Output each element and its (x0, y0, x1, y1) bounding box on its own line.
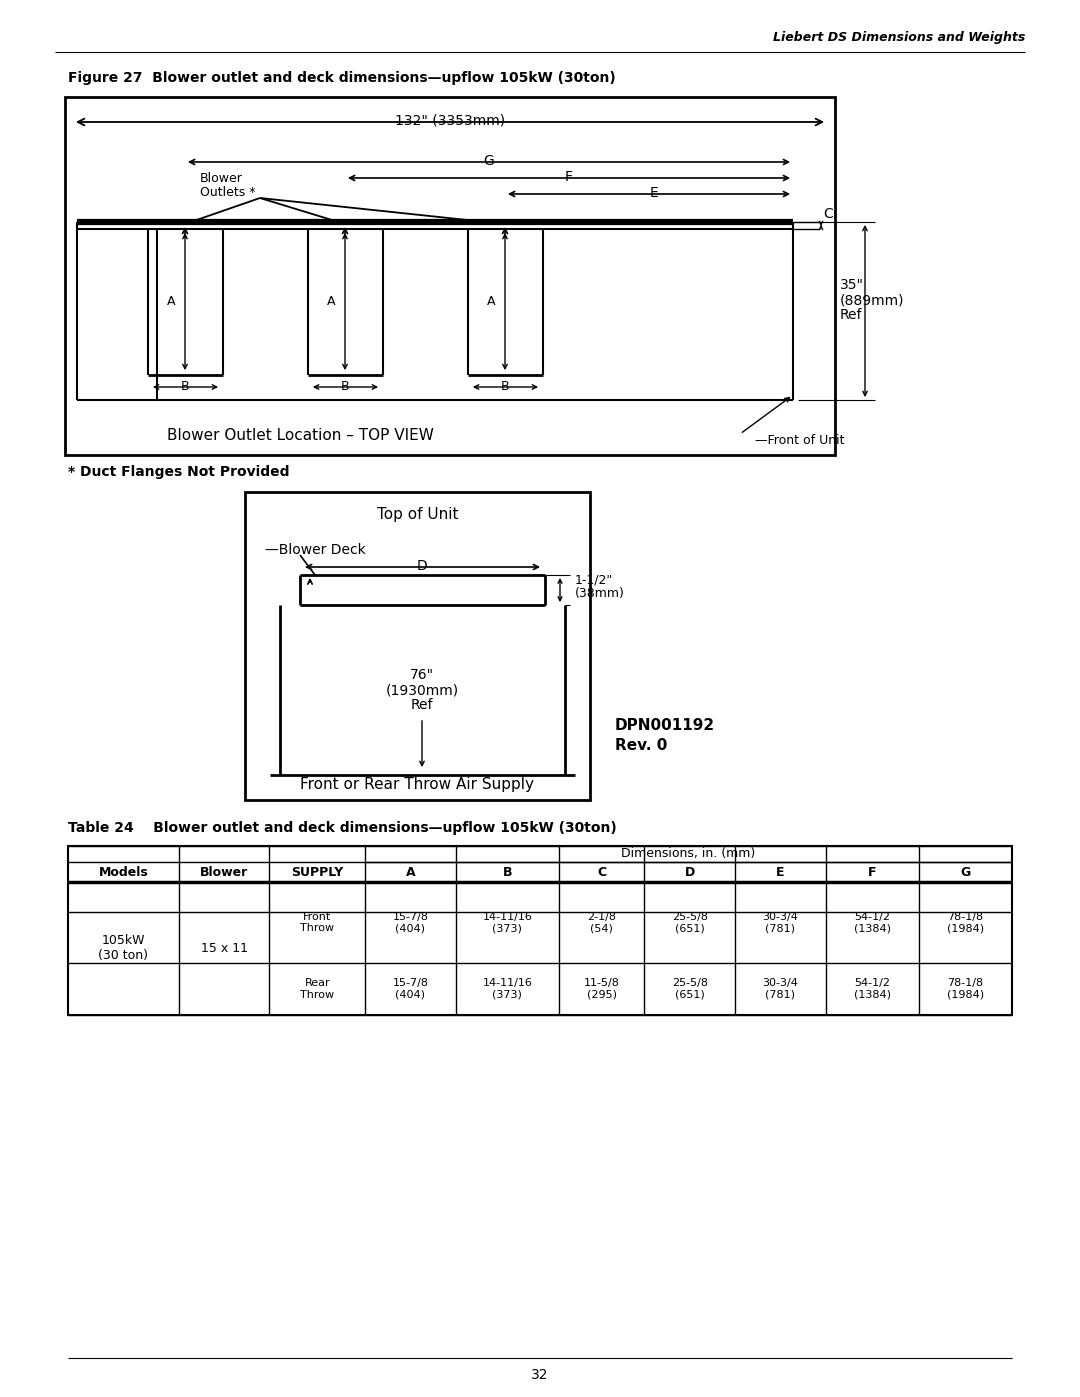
Text: 15-7/8
(404): 15-7/8 (404) (392, 912, 429, 933)
Text: 15-7/8
(404): 15-7/8 (404) (392, 978, 429, 1000)
Text: (1930mm): (1930mm) (386, 683, 459, 697)
Text: 14-11/16
(373): 14-11/16 (373) (483, 978, 532, 1000)
Text: 30-3/4
(781): 30-3/4 (781) (762, 978, 798, 1000)
Text: D: D (685, 866, 694, 879)
Text: (889mm): (889mm) (840, 293, 905, 307)
Text: 1-1/2": 1-1/2" (575, 574, 613, 587)
Bar (68, 847, 1012, 1016)
Text: G: G (484, 154, 495, 168)
Text: 25-5/8
(651): 25-5/8 (651) (672, 978, 707, 1000)
Text: Table 24    Blower outlet and deck dimensions—upflow 105kW (30ton): Table 24 Blower outlet and deck dimensio… (68, 821, 617, 835)
Text: C: C (597, 866, 606, 879)
Text: (38mm): (38mm) (575, 587, 625, 599)
Text: B: B (180, 380, 189, 394)
Text: —Blower Deck: —Blower Deck (265, 543, 366, 557)
Text: 54-1/2
(1384): 54-1/2 (1384) (854, 978, 891, 1000)
Text: B: B (502, 866, 512, 879)
Text: 2-1/8
(54): 2-1/8 (54) (588, 912, 617, 933)
Text: Models: Models (98, 866, 148, 879)
Text: B: B (501, 380, 510, 394)
Text: B: B (340, 380, 349, 394)
Text: 15 x 11: 15 x 11 (201, 942, 247, 956)
Bar (65, 96, 835, 455)
Text: A: A (406, 866, 415, 879)
Text: Figure 27  Blower outlet and deck dimensions—upflow 105kW (30ton): Figure 27 Blower outlet and deck dimensi… (68, 71, 616, 85)
Text: * Duct Flanges Not Provided: * Duct Flanges Not Provided (68, 465, 289, 479)
Text: Dimensions, in. (mm): Dimensions, in. (mm) (621, 848, 756, 861)
Text: Rear
Throw: Rear Throw (300, 978, 335, 1000)
Text: Liebert DS Dimensions and Weights: Liebert DS Dimensions and Weights (772, 32, 1025, 45)
Text: 14-11/16
(373): 14-11/16 (373) (483, 912, 532, 933)
Text: Blower: Blower (200, 866, 248, 879)
Text: A: A (166, 295, 175, 307)
Text: 105kW
(30 ton): 105kW (30 ton) (98, 935, 148, 963)
Text: 25-5/8
(651): 25-5/8 (651) (672, 912, 707, 933)
Text: 78-1/8
(1984): 78-1/8 (1984) (947, 912, 984, 933)
Text: 76": 76" (410, 668, 434, 682)
Text: 54-1/2
(1384): 54-1/2 (1384) (854, 912, 891, 933)
Bar (245, 492, 590, 800)
Text: —Front of Unit: —Front of Unit (755, 433, 845, 447)
Text: C: C (823, 207, 833, 221)
Text: A: A (487, 295, 496, 307)
Text: Ref: Ref (410, 698, 433, 712)
Text: Front or Rear Throw Air Supply: Front or Rear Throw Air Supply (300, 778, 535, 792)
Text: Blower Outlet Location – TOP VIEW: Blower Outlet Location – TOP VIEW (166, 427, 433, 443)
Text: 32: 32 (531, 1368, 549, 1382)
Text: 132" (3353mm): 132" (3353mm) (395, 115, 505, 129)
Text: E: E (650, 186, 659, 200)
Text: F: F (868, 866, 877, 879)
Text: Top of Unit: Top of Unit (377, 507, 458, 522)
Text: D: D (417, 559, 428, 573)
Text: Front
Throw: Front Throw (300, 912, 335, 933)
Text: 30-3/4
(781): 30-3/4 (781) (762, 912, 798, 933)
Text: E: E (777, 866, 785, 879)
Text: DPN001192: DPN001192 (615, 718, 715, 732)
Text: Rev. 0: Rev. 0 (615, 738, 667, 753)
Text: F: F (565, 170, 573, 184)
Text: A: A (327, 295, 335, 307)
Text: 11-5/8
(295): 11-5/8 (295) (583, 978, 620, 1000)
Text: Ref: Ref (840, 307, 863, 321)
Text: G: G (960, 866, 971, 879)
Text: Outlets *: Outlets * (200, 186, 256, 198)
Text: SUPPLY: SUPPLY (292, 866, 343, 879)
Text: Blower: Blower (200, 172, 243, 184)
Text: 78-1/8
(1984): 78-1/8 (1984) (947, 978, 984, 1000)
Text: 35": 35" (840, 278, 864, 292)
